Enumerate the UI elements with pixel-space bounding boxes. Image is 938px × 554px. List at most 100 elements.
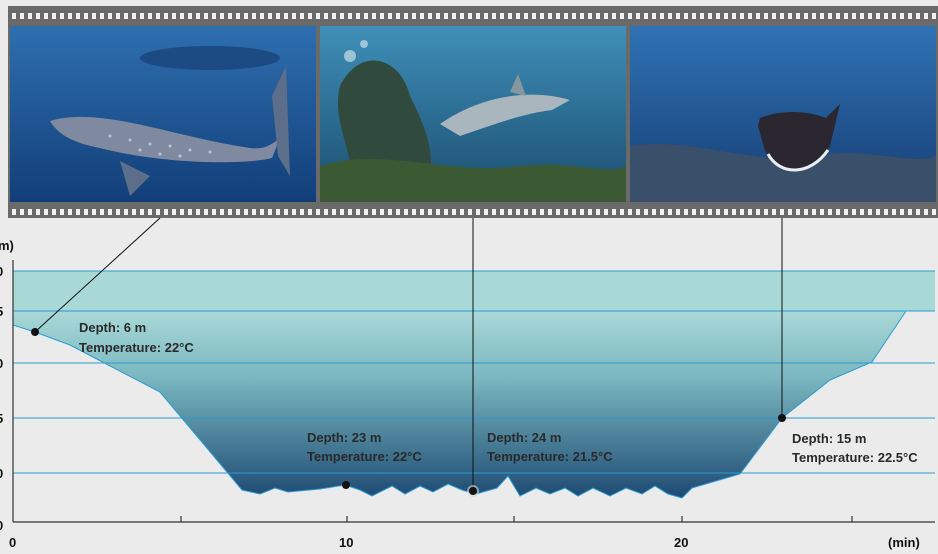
sprocket-hole (684, 209, 688, 215)
sprocket-hole (388, 13, 392, 19)
sprocket-hole (724, 209, 728, 215)
sprocket-hole (52, 209, 56, 215)
reef-shark-photo (320, 26, 626, 202)
sprocket-hole (604, 13, 608, 19)
sprocket-hole (412, 209, 416, 215)
sprocket-hole (260, 209, 264, 215)
y-tick: 0 (0, 264, 3, 279)
callout-3-temperature: Temperature: 21.5°C (487, 449, 613, 464)
sprocket-hole (540, 13, 544, 19)
sprocket-hole (588, 209, 592, 215)
sprocket-hole (396, 13, 400, 19)
y-axis-unit: m) (0, 238, 14, 253)
sprocket-hole (228, 13, 232, 19)
sprocket-hole (852, 209, 856, 215)
sprocket-hole (436, 13, 440, 19)
sprocket-hole (236, 209, 240, 215)
sprocket-hole (780, 13, 784, 19)
sprocket-hole (732, 209, 736, 215)
sprocket-hole (308, 209, 312, 215)
sprocket-hole (500, 13, 504, 19)
leader-lines (34, 217, 783, 491)
sprocket-hole (212, 13, 216, 19)
sprocket-hole (716, 13, 720, 19)
sprocket-hole (196, 209, 200, 215)
sprocket-hole (932, 13, 936, 19)
sprocket-hole (60, 13, 64, 19)
sprocket-hole (316, 209, 320, 215)
sprocket-hole (92, 13, 96, 19)
sprocket-hole (460, 13, 464, 19)
sprocket-hole (836, 13, 840, 19)
marker-6m (31, 328, 39, 336)
sprocket-hole (372, 13, 376, 19)
sprocket-hole (492, 209, 496, 215)
sprocket-hole (308, 13, 312, 19)
sprocket-hole (764, 13, 768, 19)
sprocket-hole (572, 13, 576, 19)
sprocket-hole (268, 209, 272, 215)
sprocket-hole (276, 209, 280, 215)
sprocket-hole (100, 209, 104, 215)
sprocket-hole (732, 13, 736, 19)
sprocket-hole (828, 13, 832, 19)
sprocket-hole (276, 13, 280, 19)
sprocket-hole (204, 209, 208, 215)
sprocket-hole (252, 13, 256, 19)
sprocket-hole (180, 13, 184, 19)
sprocket-hole (676, 13, 680, 19)
sprocket-hole (124, 13, 128, 19)
callout-3-depth: Depth: 24 m (487, 430, 561, 445)
sprocket-hole (660, 13, 664, 19)
sprocket-hole (148, 209, 152, 215)
sprocket-hole (348, 209, 352, 215)
sprocket-hole (652, 13, 656, 19)
sprocket-hole (396, 209, 400, 215)
sprocket-hole (460, 209, 464, 215)
sprocket-hole (180, 209, 184, 215)
sprocket-hole (148, 13, 152, 19)
sprocket-hole (156, 209, 160, 215)
sprocket-hole (796, 209, 800, 215)
sprocket-hole (820, 13, 824, 19)
sprocket-hole (532, 13, 536, 19)
sprocket-hole (708, 13, 712, 19)
sprocket-hole (876, 209, 880, 215)
sprocket-hole (876, 13, 880, 19)
sprocket-hole (764, 209, 768, 215)
sprocket-hole (60, 209, 64, 215)
sprocket-hole (156, 13, 160, 19)
sprocket-hole (516, 209, 520, 215)
sprocket-hole (836, 209, 840, 215)
sprocket-hole (668, 13, 672, 19)
sprocket-hole (428, 13, 432, 19)
sprocket-hole (260, 13, 264, 19)
sprocket-hole (892, 209, 896, 215)
sprocket-hole (444, 13, 448, 19)
sprocket-hole (364, 13, 368, 19)
sprocket-hole (644, 13, 648, 19)
sprocket-hole (356, 209, 360, 215)
sprocket-hole (548, 209, 552, 215)
sprocket-hole (292, 13, 296, 19)
callout-2-depth: Depth: 23 m (307, 430, 381, 445)
sprocket-hole (332, 13, 336, 19)
sprocket-hole (404, 209, 408, 215)
sprocket-hole (748, 13, 752, 19)
sprocket-hole (420, 209, 424, 215)
sprocket-hole (428, 209, 432, 215)
callout-1-temperature: Temperature: 22°C (79, 340, 194, 355)
sprocket-hole (388, 209, 392, 215)
sprocket-hole (860, 209, 864, 215)
sprocket-hole (524, 209, 528, 215)
y-tick: 0 (0, 466, 3, 481)
callout-1-depth: Depth: 6 m (79, 320, 146, 335)
sprocket-hole (596, 13, 600, 19)
marker-15m (778, 414, 786, 422)
sprocket-hole (28, 13, 32, 19)
sprocket-hole (420, 13, 424, 19)
sprocket-hole (12, 13, 16, 19)
sprocket-hole (772, 13, 776, 19)
sprocket-hole (124, 209, 128, 215)
sprocket-hole (484, 13, 488, 19)
